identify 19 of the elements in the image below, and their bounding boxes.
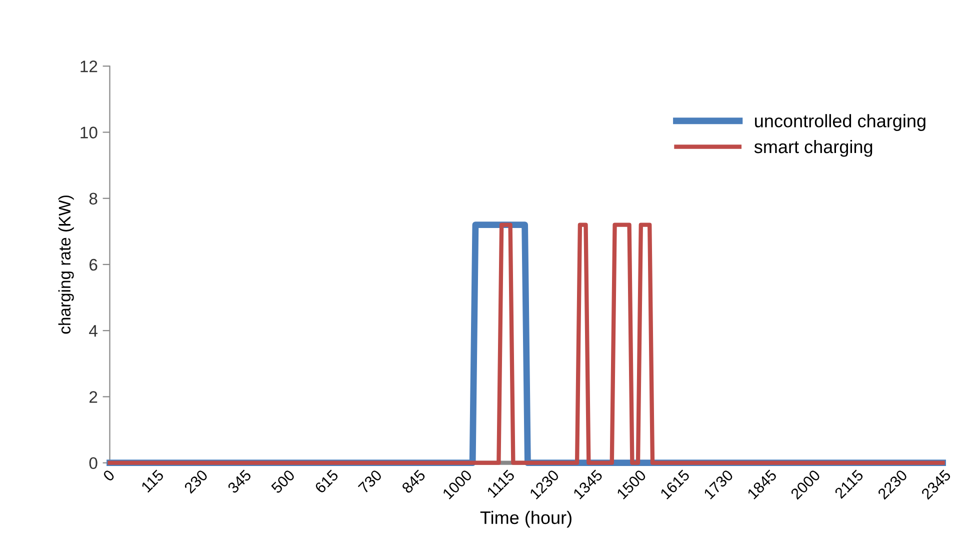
y-tick-label: 4 bbox=[89, 325, 98, 337]
x-tick-label: 615 bbox=[314, 469, 339, 494]
x-tick-label: 230 bbox=[184, 469, 208, 494]
y-tick-label: 0 bbox=[89, 457, 98, 470]
x-tick-label: 730 bbox=[358, 469, 382, 494]
y-tick-label: 2 bbox=[90, 391, 98, 403]
y-tick-label: 12 bbox=[80, 60, 98, 72]
x-tick-label: 500 bbox=[270, 469, 296, 494]
y-axis-title: charging rate (KW) bbox=[58, 196, 74, 334]
y-tick-label: 8 bbox=[89, 192, 98, 205]
legend-label: uncontrolled charging bbox=[755, 114, 926, 131]
y-tick-label: 10 bbox=[80, 126, 98, 138]
x-tick-label: 0 bbox=[102, 469, 116, 482]
legend-label: smart charging bbox=[754, 140, 872, 157]
x-tick-label: 345 bbox=[227, 469, 252, 494]
x-tick-label: 845 bbox=[401, 469, 426, 494]
x-tick-label: 115 bbox=[140, 469, 164, 493]
x-axis-title: Time (hour) bbox=[480, 510, 572, 528]
y-tick-label: 6 bbox=[90, 258, 98, 271]
